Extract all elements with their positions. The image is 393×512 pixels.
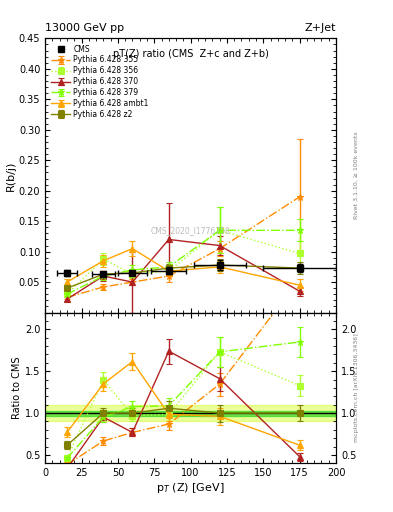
Text: pT(Z) ratio (CMS  Z+c and Z+b): pT(Z) ratio (CMS Z+c and Z+b) [113,49,268,59]
CMS [167,267,171,273]
CMS [130,270,135,276]
Bar [45,411,336,416]
CMS [101,271,106,278]
Y-axis label: R(b/j): R(b/j) [6,160,16,190]
Text: mcplots.cern.ch [arXiv:1306.3436]: mcplots.cern.ch [arXiv:1306.3436] [354,334,359,442]
Line: CMS: CMS [64,262,303,278]
Legend: CMS, Pythia 6.428 355, Pythia 6.428 356, Pythia 6.428 370, Pythia 6.428 379, Pyt: CMS, Pythia 6.428 355, Pythia 6.428 356,… [49,42,151,121]
Bar [45,404,336,421]
CMS [217,262,222,268]
Text: Z+Jet: Z+Jet [305,23,336,33]
X-axis label: p$_T$ (Z) [GeV]: p$_T$ (Z) [GeV] [156,481,225,495]
Text: Rivet 3.1.10, ≥ 100k events: Rivet 3.1.10, ≥ 100k events [354,132,359,219]
Text: CMS_2020_I1776758: CMS_2020_I1776758 [151,226,230,235]
CMS [64,270,70,276]
Text: 13000 GeV pp: 13000 GeV pp [45,23,124,33]
CMS [298,265,302,271]
Y-axis label: Ratio to CMS: Ratio to CMS [12,357,22,419]
